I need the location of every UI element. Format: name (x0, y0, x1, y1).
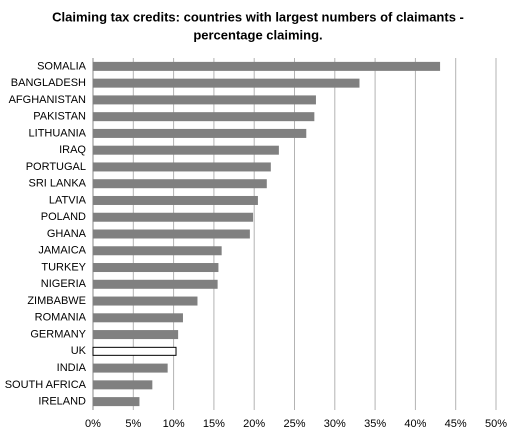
y-tick-label: JAMAICA (38, 245, 86, 257)
bar (92, 212, 254, 222)
bar (92, 296, 198, 306)
bar (92, 145, 279, 155)
y-tick-label: PORTUGAL (26, 161, 86, 173)
bar (92, 162, 271, 172)
y-tick-label: ZIMBABWE (27, 295, 86, 307)
chart-title: percentage claiming. (193, 27, 322, 42)
bar (92, 229, 250, 239)
y-tick-label: INDIA (57, 362, 87, 374)
y-tick-label: AFGHANISTAN (9, 94, 86, 106)
bar (92, 195, 258, 205)
x-tick-label: 5% (125, 418, 141, 430)
bar (92, 61, 441, 71)
bar (92, 78, 360, 88)
bar (92, 330, 179, 340)
y-tick-label: LITHUANIA (29, 127, 87, 139)
y-tick-label: IRAQ (59, 144, 86, 156)
x-tick-label: 35% (364, 418, 386, 430)
bar (92, 397, 140, 407)
y-tick-label: SOUTH AFRICA (5, 379, 87, 391)
y-tick-label: LATVIA (49, 194, 87, 206)
x-tick-label: 45% (445, 418, 467, 430)
y-tick-label: TURKEY (41, 261, 86, 273)
x-tick-label: 20% (243, 418, 265, 430)
x-tick-label: 10% (163, 418, 185, 430)
y-tick-label: POLAND (41, 211, 86, 223)
bar (92, 95, 316, 105)
y-tick-label: IRELAND (38, 396, 86, 408)
x-tick-label: 30% (324, 418, 346, 430)
bar (92, 128, 307, 138)
y-tick-label: PAKISTAN (33, 111, 86, 123)
bar (92, 112, 315, 122)
x-tick-label: 25% (283, 418, 305, 430)
chart-title: Claiming tax credits: countries with lar… (52, 9, 464, 24)
y-tick-label: GHANA (47, 228, 87, 240)
bar (92, 263, 219, 273)
bar (92, 346, 177, 356)
y-tick-label: NIGERIA (41, 278, 87, 290)
y-tick-label: SOMALIA (37, 60, 87, 72)
y-tick-label: BANGLADESH (11, 77, 86, 89)
y-tick-label: GERMANY (30, 328, 86, 340)
bar (92, 313, 183, 323)
bar (92, 363, 168, 373)
y-tick-label: ROMANIA (35, 312, 87, 324)
y-tick-label: SRI LANKA (29, 178, 87, 190)
x-tick-label: 0% (85, 418, 101, 430)
bar (92, 380, 153, 390)
bar (92, 246, 222, 256)
x-tick-label: 50% (485, 418, 507, 430)
bar (92, 279, 218, 289)
y-tick-label: UK (71, 345, 87, 357)
bar (92, 179, 267, 189)
x-tick-label: 15% (203, 418, 225, 430)
x-tick-label: 40% (404, 418, 426, 430)
